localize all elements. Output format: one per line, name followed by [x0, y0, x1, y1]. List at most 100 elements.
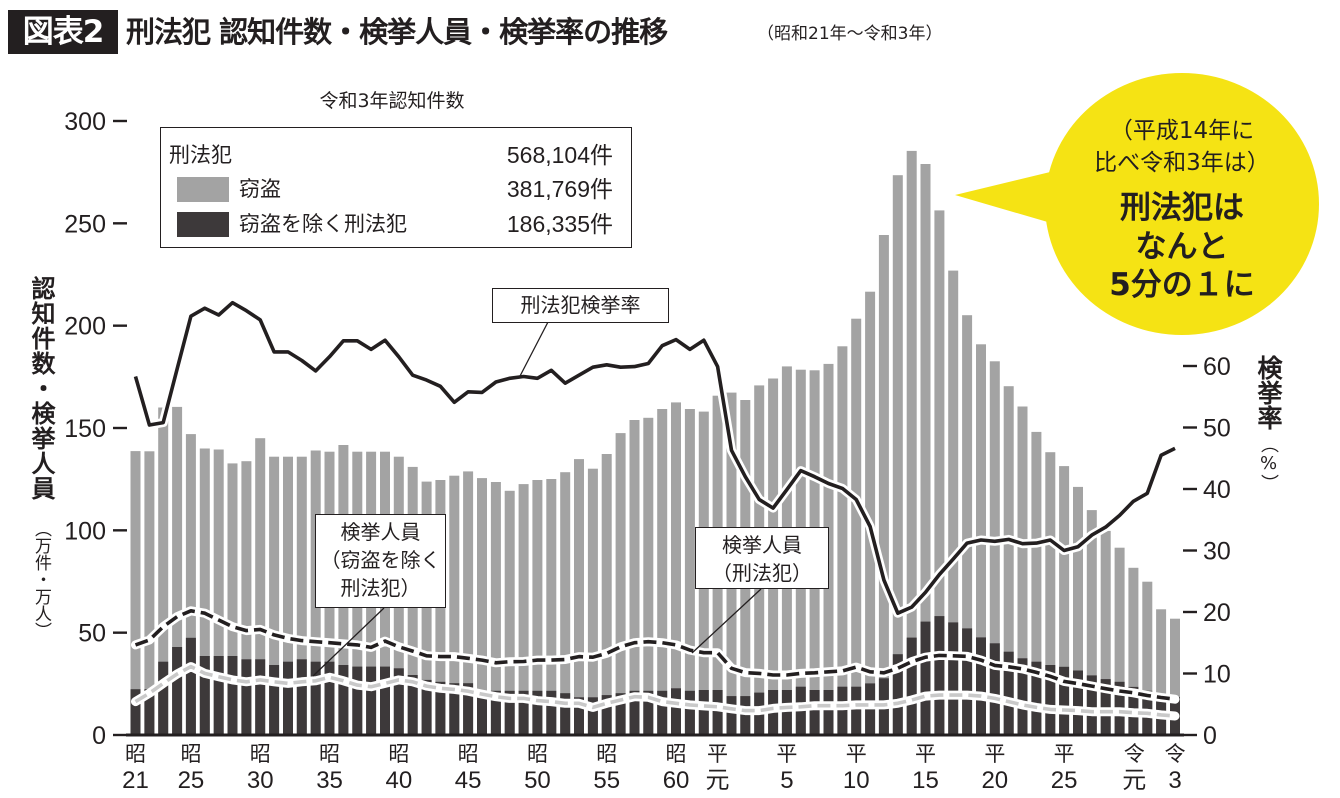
bar-total-昭23 [158, 407, 169, 735]
bar-total-令元 [1142, 581, 1153, 735]
x-tick-era: 昭 [180, 742, 201, 766]
bar-total-昭55 [601, 454, 612, 735]
bar-non-theft-昭56 [615, 693, 626, 735]
bar-total-昭60 [671, 402, 681, 735]
bar-total-平29 [1114, 547, 1125, 735]
bar-non-theft-昭46 [477, 690, 487, 735]
bar-total-平21 [1003, 386, 1014, 735]
bar-total-昭61 [684, 409, 695, 735]
chart-title: 刑法犯 認知件数・検挙人員・検挙率の推移 [126, 15, 668, 49]
bar-total-令2 [1156, 609, 1167, 735]
callout-rate-label: 刑法犯検挙率 [520, 293, 641, 317]
callout-arrest-total: 検挙人員 （刑法犯） [695, 527, 829, 589]
y-left-tick-label: 150 [64, 415, 106, 443]
bar-total-平20 [989, 361, 1000, 735]
bar-total-平24 [1045, 452, 1056, 735]
bar-non-theft-昭35 [324, 661, 335, 735]
x-tick-label: 30 [247, 767, 274, 794]
line-arrest-non-theft [134, 664, 1176, 718]
y-right-tick-label: 20 [1203, 599, 1231, 627]
callout-line: （窃盗を除く [320, 548, 441, 572]
y-axis-right-unit: （%） [1258, 435, 1279, 492]
bar-non-theft-昭37 [352, 666, 363, 735]
y-left-tick-label: 250 [64, 210, 106, 238]
bar-total-昭45 [463, 471, 474, 735]
bar-non-theft-昭45 [463, 683, 474, 735]
x-tick-label: 10 [843, 767, 870, 794]
bubble-line-4: なんと [1135, 229, 1229, 265]
bar-total-平22 [1017, 406, 1028, 735]
bar-non-theft-昭60 [671, 688, 681, 735]
legend-row-total: 刑法犯 568,104件 [161, 140, 631, 170]
x-tick-era: 平 [846, 742, 867, 766]
x-tick-era: 平 [776, 742, 797, 766]
bar-total-令3 [1170, 618, 1180, 735]
x-tick-label: 21 [122, 767, 149, 794]
bar-total-平16 [934, 210, 945, 735]
bar-non-theft-昭49 [518, 690, 529, 735]
bar-total-平28 [1100, 530, 1111, 735]
bubble-line-5: 5分の１に [1109, 267, 1255, 303]
bar-total-昭48 [504, 490, 515, 735]
bar-total-昭25 [185, 434, 196, 735]
x-tick-label: 55 [593, 767, 620, 794]
bar-total-平18 [962, 315, 973, 735]
bubble-line-1: （平成14年に [1109, 118, 1255, 144]
x-tick-era: 令 [1165, 742, 1186, 766]
bar-total-平25 [1059, 466, 1070, 735]
x-tick-era: 令 [1124, 742, 1145, 766]
bar-non-theft-昭50 [532, 690, 543, 735]
y-right-tick-label: 10 [1203, 661, 1231, 689]
bar-non-theft-平9 [837, 686, 848, 735]
x-tick-era: 昭 [666, 742, 687, 766]
bar-non-theft-昭34 [310, 661, 321, 735]
callout-leaders [312, 321, 762, 677]
bar-non-theft-昭51 [546, 690, 557, 735]
bar-non-theft-昭55 [601, 695, 612, 735]
callout-rate: 刑法犯検挙率 [492, 288, 669, 323]
bar-non-theft-平5 [781, 690, 792, 735]
bar-non-theft-平16 [934, 616, 945, 735]
bar-non-theft-昭61 [684, 690, 695, 735]
x-tick-label: 元 [705, 767, 729, 794]
bar-total-平27 [1086, 510, 1097, 735]
bar-total-昭27 [213, 449, 224, 735]
x-tick-label: 50 [524, 767, 551, 794]
leader-rate [518, 321, 549, 379]
bar-non-theft-平8 [823, 690, 834, 735]
x-tick-label: 元 [1122, 767, 1146, 794]
y-left-tick-label: 0 [92, 722, 106, 750]
bar-total-平9 [837, 346, 848, 735]
x-tick-era: 平 [915, 742, 936, 766]
bar-total-昭51 [546, 479, 557, 735]
bar-non-theft-平23 [1031, 661, 1042, 735]
x-tick-label: 3 [1168, 767, 1181, 794]
bar-total-昭54 [587, 468, 598, 735]
legend-label: 窃盗を除く刑法犯 [239, 212, 407, 236]
x-tick-era: 昭 [125, 742, 146, 766]
bar-total-平30 [1128, 567, 1139, 735]
bar-total-昭47 [490, 482, 501, 735]
bar-non-theft-昭22 [144, 689, 155, 735]
leader-arrest-non-theft [312, 607, 385, 677]
legend-label: 窃盗 [239, 177, 281, 201]
bubble-shape [1045, 73, 1319, 335]
bar-non-theft-昭41 [407, 675, 418, 735]
bubble-pointer [955, 166, 1075, 230]
legend: 刑法犯 568,104件 窃盗 381,769件 窃盗を除く刑法犯 186,33… [160, 127, 632, 248]
bar-non-theft-昭27 [213, 656, 224, 735]
legend-swatch-theft [177, 177, 229, 202]
line-arrest-total [134, 609, 1176, 701]
bar-total-昭28 [227, 463, 238, 735]
bar-non-theft-平14 [906, 637, 917, 735]
bar-non-theft-平26 [1073, 670, 1083, 735]
y-axis-right-title: 検挙率 [1254, 355, 1283, 430]
bar-non-theft-昭42 [421, 679, 432, 735]
x-tick-era: 昭 [250, 742, 271, 766]
bar-non-theft-平10 [851, 686, 862, 735]
callout-arrest-non-theft: 検挙人員 （窃盗を除く 刑法犯） [315, 514, 446, 608]
bar-non-theft-平21 [1003, 651, 1014, 735]
bar-total-平12 [878, 235, 889, 735]
bar-non-theft-平15 [920, 621, 931, 735]
callout-line: 検挙人員 [340, 520, 421, 544]
